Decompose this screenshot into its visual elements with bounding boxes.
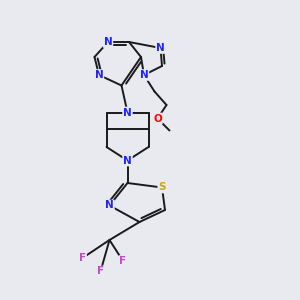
Text: N: N bbox=[123, 155, 132, 166]
Text: N: N bbox=[103, 37, 112, 47]
Text: F: F bbox=[79, 253, 86, 263]
Text: N: N bbox=[94, 70, 103, 80]
Text: N: N bbox=[105, 200, 114, 211]
Text: N: N bbox=[140, 70, 148, 80]
Text: N: N bbox=[123, 107, 132, 118]
Text: O: O bbox=[153, 113, 162, 124]
Text: N: N bbox=[156, 43, 165, 53]
Text: F: F bbox=[97, 266, 104, 277]
Text: F: F bbox=[119, 256, 127, 266]
Text: S: S bbox=[158, 182, 166, 193]
